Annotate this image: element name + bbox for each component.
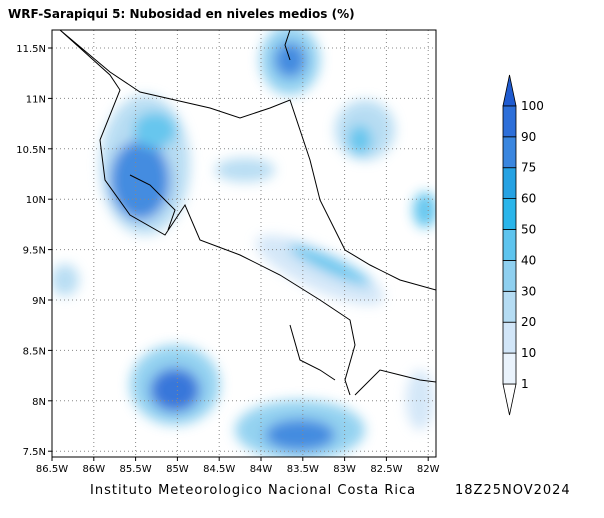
colorbar-tip	[502, 74, 517, 107]
colorbar-label: 40	[521, 253, 536, 267]
colorbar-label: 90	[521, 130, 536, 144]
lat-label: 8N	[32, 397, 46, 408]
lon-label: 86W	[82, 464, 105, 475]
lat-label: 9N	[32, 296, 46, 307]
institution: Instituto Meteorologico Nacional Costa R…	[90, 483, 416, 498]
lon-label: 83.5W	[287, 464, 319, 475]
lon-label: 85.5W	[120, 464, 152, 475]
lon-label: 84.5W	[203, 464, 235, 475]
lat-label: 11N	[26, 94, 46, 105]
lat-label: 9.5N	[23, 246, 46, 257]
lon-label: 82.5W	[370, 464, 402, 475]
colorbar-label: 60	[521, 192, 536, 206]
colorbar-segment	[502, 167, 517, 199]
colorbar-label: 100	[521, 99, 544, 113]
lat-label: 7.5N	[23, 447, 46, 458]
lon-label: 86.5W	[36, 464, 68, 475]
coastline	[59, 30, 436, 396]
colorbar-segment	[502, 136, 517, 169]
colorbar-tip	[502, 383, 517, 416]
colorbar-label: 30	[521, 284, 536, 298]
title: WRF-Sarapiqui 5: Nubosidad en niveles me…	[8, 7, 355, 21]
colorbar: 1 10 20 30 40 50 60 75 90 100	[502, 74, 544, 416]
colorbar-label: 10	[521, 346, 536, 360]
cloud-field	[52, 30, 436, 457]
colorbar-label: 75	[521, 161, 536, 175]
lat-label: 10N	[26, 195, 46, 206]
colorbar-label: 20	[521, 315, 536, 329]
lat-label: 11.5N	[16, 44, 46, 55]
colorbar-label: 50	[521, 223, 536, 237]
lat-label: 10.5N	[16, 145, 46, 156]
colorbar-segment	[502, 198, 517, 230]
lon-label: 83W	[333, 464, 356, 475]
colorbar-segment	[502, 290, 517, 323]
timestamp: 18Z25NOV2024	[455, 483, 571, 498]
lon-label: 85W	[166, 464, 189, 475]
colorbar-segment	[502, 321, 517, 354]
colorbar-label: 1	[521, 377, 529, 391]
colorbar-segment	[502, 229, 517, 261]
grid: 86.5W 86W 85.5W 85W 84.5W 84W 83.5W 83W 82.5W 82W…	[16, 30, 440, 475]
lat-label: 8.5N	[23, 346, 46, 357]
colorbar-segment	[502, 259, 517, 292]
colorbar-segment	[502, 105, 517, 138]
colorbar-segment	[502, 352, 517, 385]
lon-label: 84W	[250, 464, 273, 475]
map-frame	[51, 29, 437, 458]
lon-label: 82W	[417, 464, 440, 475]
